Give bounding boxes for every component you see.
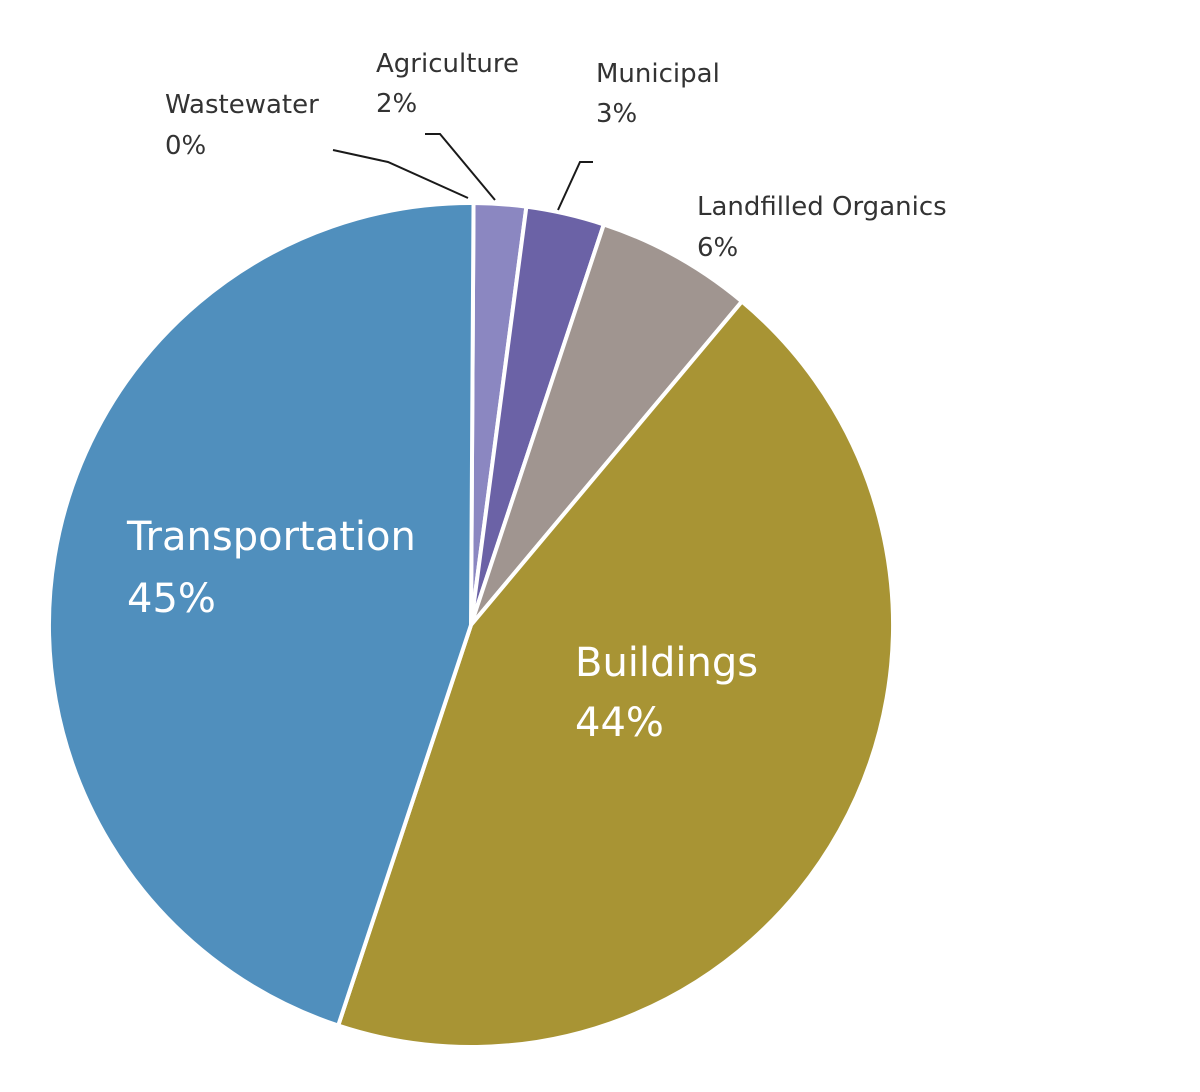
label-transportation-value: 45% (127, 576, 216, 622)
pie-slice-landfilled-organics (469, 222, 744, 627)
label-wastewater-value: 0% (165, 131, 206, 161)
leader-line-agriculture (425, 133, 496, 201)
label-transportation-name: Transportation (126, 514, 416, 560)
leader-lines (332, 133, 593, 211)
label-agriculture-value: 2% (376, 89, 417, 119)
label-landfilled-organics-name: Landfilled Organics (697, 192, 947, 222)
label-buildings-name: Buildings (575, 640, 758, 686)
leader-line-wastewater (332, 149, 469, 199)
label-municipal-name: Municipal (596, 59, 720, 89)
pie-slice-transportation (46, 201, 476, 1028)
pie-slice-buildings (336, 299, 896, 1050)
leader-line-municipal (557, 161, 593, 211)
label-municipal-value: 3% (596, 99, 637, 129)
pie-slices (46, 201, 896, 1050)
label-landfilled-organics-value: 6% (697, 233, 738, 263)
label-buildings-value: 44% (575, 700, 664, 746)
label-wastewater-name: Wastewater (165, 90, 319, 120)
label-agriculture-name: Agriculture (376, 49, 519, 79)
slice-labels: Wastewater 0% Agriculture 2% Municipal 3… (126, 49, 947, 746)
